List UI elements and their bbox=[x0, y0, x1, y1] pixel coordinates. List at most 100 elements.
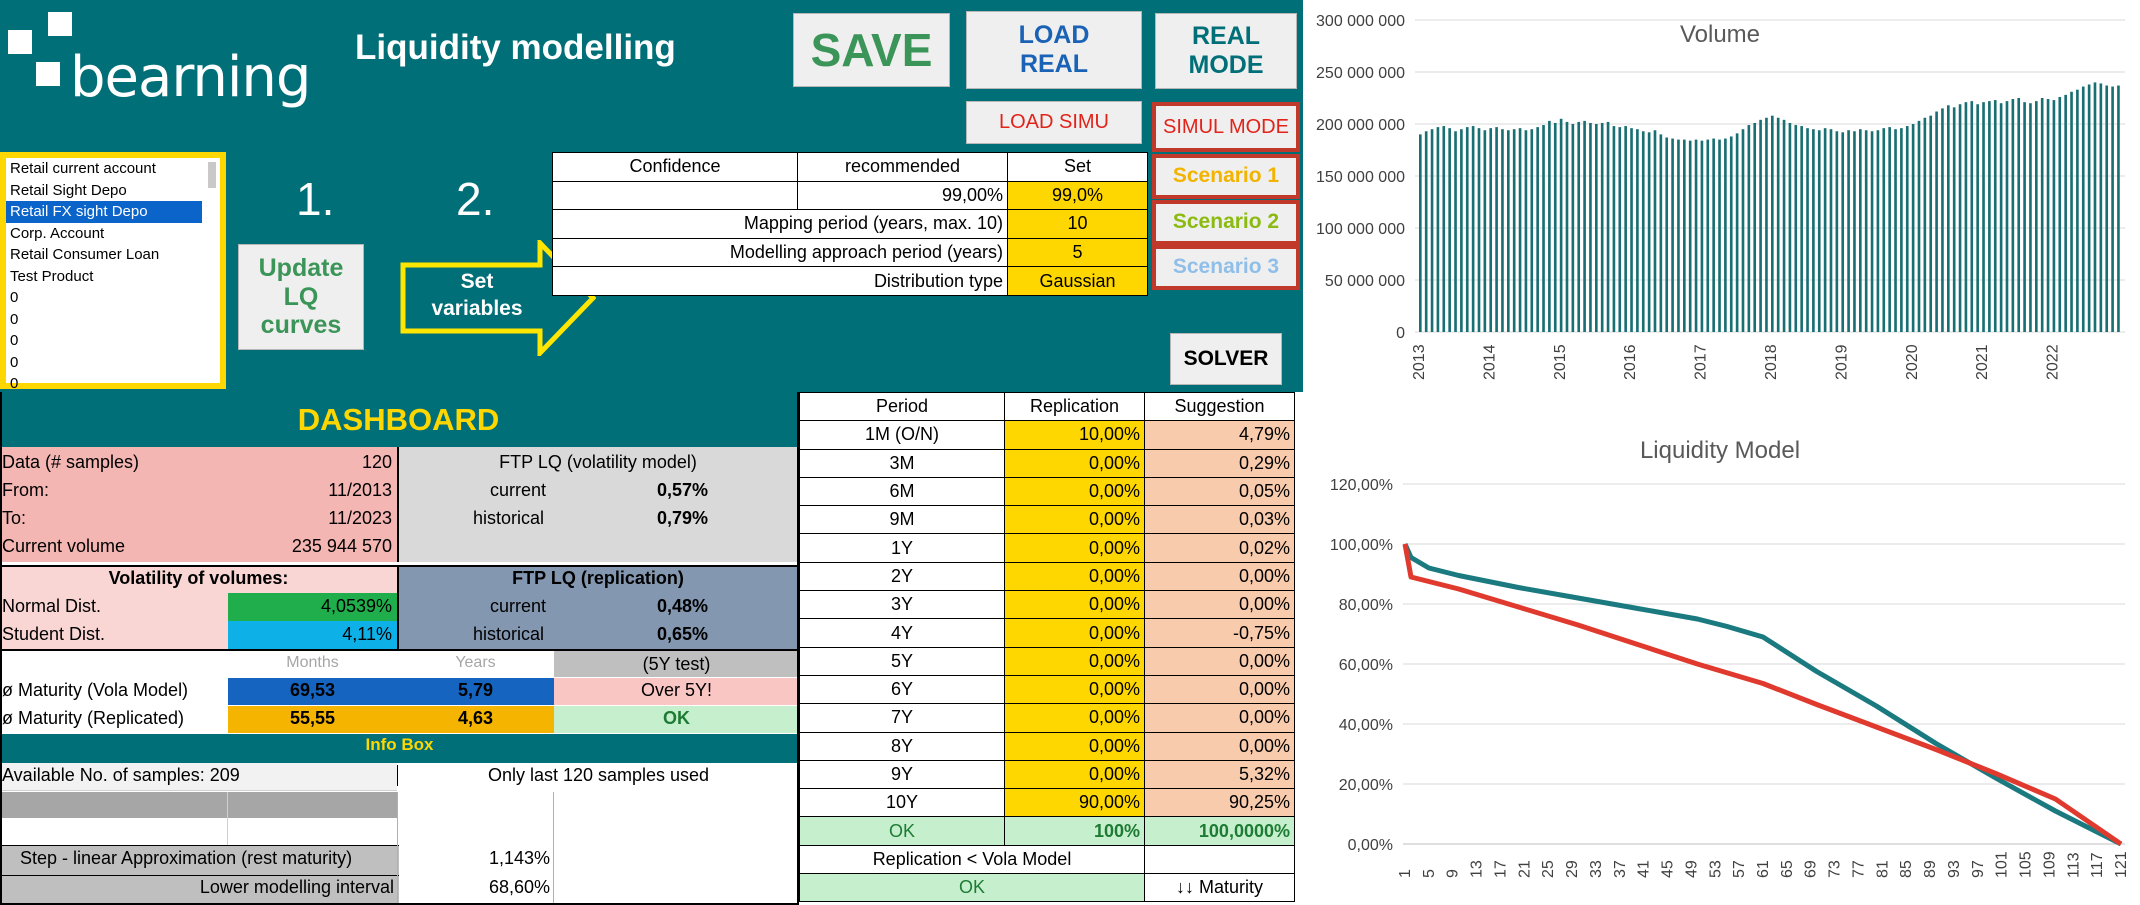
distribution-type-input[interactable]: Gaussian bbox=[1007, 266, 1148, 296]
x-tick-label: 109 bbox=[2041, 851, 2058, 878]
volume-bar bbox=[1765, 117, 1768, 332]
volume-bar bbox=[1419, 134, 1422, 332]
step-approx-label: Step - linear Approximation (rest maturi… bbox=[20, 848, 353, 868]
volume-bar bbox=[2035, 101, 2038, 333]
modelling-period-input[interactable]: 5 bbox=[1007, 237, 1148, 268]
replication-check-label: Replication < Vola Model bbox=[799, 844, 1145, 875]
y-tick-label: 50 000 000 bbox=[1325, 273, 1405, 290]
total-status: OK bbox=[799, 816, 1005, 846]
set-variables-label[interactable]: Set variables bbox=[431, 270, 523, 321]
normal-dist-label: Normal Dist. bbox=[2, 596, 102, 616]
replication-input[interactable]: 90,00% bbox=[1004, 788, 1145, 818]
maturity-sort-label[interactable]: ↓↓ Maturity bbox=[1144, 873, 1295, 903]
product-list-item[interactable]: Retail Consumer Loan bbox=[10, 246, 160, 263]
simul-mode-button[interactable]: SIMUL MODE bbox=[1152, 102, 1300, 152]
recommended-header: recommended bbox=[797, 152, 1008, 182]
replication-input[interactable]: 0,00% bbox=[1004, 731, 1145, 761]
volume-bar bbox=[1759, 119, 1762, 332]
save-button[interactable]: SAVE bbox=[793, 13, 950, 87]
product-list-item[interactable]: 0 bbox=[10, 375, 19, 392]
x-tick-label: 2018 bbox=[1763, 344, 1780, 380]
maturity-repl-label: ø Maturity (Replicated) bbox=[2, 708, 185, 728]
replication-input[interactable]: 0,00% bbox=[1004, 533, 1145, 563]
period-cell: 8Y bbox=[799, 731, 1005, 761]
bearning-logo bbox=[8, 12, 72, 96]
load-simu-button[interactable]: LOAD SIMU bbox=[966, 101, 1142, 144]
suggestion-cell: 0,00% bbox=[1144, 731, 1295, 761]
ftp-repl-hist-label: historical bbox=[473, 624, 545, 644]
volume-bar bbox=[1923, 117, 1927, 332]
product-list-item[interactable]: Corp. Account bbox=[10, 224, 105, 242]
replication-input[interactable]: 0,00% bbox=[1004, 590, 1145, 620]
replication-input[interactable]: 0,00% bbox=[1004, 759, 1145, 790]
replication-input[interactable]: 0,00% bbox=[1004, 561, 1145, 592]
scenario-3-button[interactable]: Scenario 3 bbox=[1152, 245, 1300, 290]
period-cell: 9M bbox=[799, 505, 1005, 535]
data-panel bbox=[0, 447, 397, 562]
replication-input[interactable]: 0,00% bbox=[1004, 448, 1145, 478]
x-tick-label: 49 bbox=[1683, 860, 1700, 878]
volume-bar bbox=[2076, 89, 2079, 333]
real-mode-button[interactable]: REAL MODE bbox=[1155, 13, 1297, 89]
table-row: 6Y 0,00% 0,00% bbox=[799, 674, 1295, 705]
mapping-period-input[interactable]: 10 bbox=[1007, 209, 1148, 239]
solver-button[interactable]: SOLVER bbox=[1170, 333, 1282, 385]
table-row: 9Y 0,00% 5,32% bbox=[799, 759, 1295, 790]
volume-bar bbox=[1894, 129, 1897, 332]
set-header: Set bbox=[1007, 152, 1148, 182]
replication-input[interactable]: 10,00% bbox=[1004, 420, 1145, 450]
volume-bar bbox=[1512, 129, 1516, 332]
replication-input[interactable]: 0,00% bbox=[1004, 674, 1145, 705]
product-list-item[interactable]: Test Product bbox=[10, 267, 94, 285]
volume-bar bbox=[1424, 131, 1428, 332]
step-1-label: 1. bbox=[296, 173, 335, 225]
confidence-input[interactable]: 99,0% bbox=[1007, 180, 1148, 211]
volume-bar bbox=[1718, 139, 1721, 332]
scenario-2-button[interactable]: Scenario 2 bbox=[1152, 200, 1300, 245]
replication-table: Period Replication Suggestion 1M (O/N) 10,00… bbox=[799, 391, 1295, 903]
replication-input[interactable]: 0,00% bbox=[1004, 618, 1145, 648]
x-tick-label: 93 bbox=[1946, 860, 1963, 878]
volume-bar bbox=[1483, 130, 1487, 332]
product-list-item[interactable]: Retail current account bbox=[10, 160, 156, 177]
dashboard-frame bbox=[0, 392, 799, 905]
page-title: Liquidity modelling bbox=[355, 28, 676, 67]
period-cell: 2Y bbox=[799, 561, 1005, 592]
replication-input[interactable]: 0,00% bbox=[1004, 476, 1145, 507]
update-lq-curves-button[interactable]: Update LQ curves bbox=[238, 244, 364, 350]
replication-header: Replication bbox=[1004, 391, 1145, 422]
volume-bar bbox=[1988, 101, 1991, 333]
volume-bar bbox=[1647, 132, 1651, 332]
product-list-item[interactable]: Retail FX sight Depo bbox=[6, 201, 202, 223]
replication-input[interactable]: 0,00% bbox=[1004, 703, 1145, 733]
x-tick-label: 25 bbox=[1540, 860, 1557, 878]
x-tick-label: 101 bbox=[1994, 851, 2011, 878]
volume-bar bbox=[1694, 139, 1698, 332]
replication-input[interactable]: 0,00% bbox=[1004, 505, 1145, 535]
x-tick-label: 9 bbox=[1445, 869, 1462, 878]
test-header-fill bbox=[554, 651, 799, 677]
replication-line bbox=[1402, 543, 2123, 847]
replication-input[interactable]: 0,00% bbox=[1004, 646, 1145, 676]
volume-bar bbox=[1571, 124, 1575, 332]
table-row: 10Y 90,00% 90,25% bbox=[799, 788, 1295, 818]
product-list-item[interactable]: 0 bbox=[10, 310, 19, 328]
product-list-item[interactable]: Retail Sight Depo bbox=[10, 181, 127, 199]
set-variables-arrow-button[interactable] bbox=[400, 240, 596, 356]
product-list-item[interactable]: 0 bbox=[10, 289, 19, 306]
volume-bar bbox=[1947, 105, 1950, 332]
listbox-scrollbar[interactable] bbox=[208, 162, 216, 188]
volume-bar bbox=[1941, 108, 1944, 333]
config-label: Mapping period (years, max. 10) bbox=[552, 209, 1008, 239]
volume-bar bbox=[1911, 124, 1915, 332]
product-listbox[interactable]: Retail current account Retail Sight Depo R… bbox=[0, 152, 226, 392]
volume-bar bbox=[1583, 120, 1586, 332]
scenario-1-button[interactable]: Scenario 1 bbox=[1152, 154, 1300, 199]
period-cell: 1M (O/N) bbox=[799, 420, 1005, 450]
load-real-button[interactable]: LOAD REAL bbox=[966, 11, 1142, 89]
lower-interval-value: 68,60% bbox=[488, 877, 550, 897]
product-list-item[interactable]: 0 bbox=[10, 353, 19, 371]
ftp-repl-title: FTP LQ (replication) bbox=[512, 568, 684, 588]
volume-bar bbox=[1964, 102, 1968, 332]
product-list-item[interactable]: 0 bbox=[10, 332, 19, 349]
